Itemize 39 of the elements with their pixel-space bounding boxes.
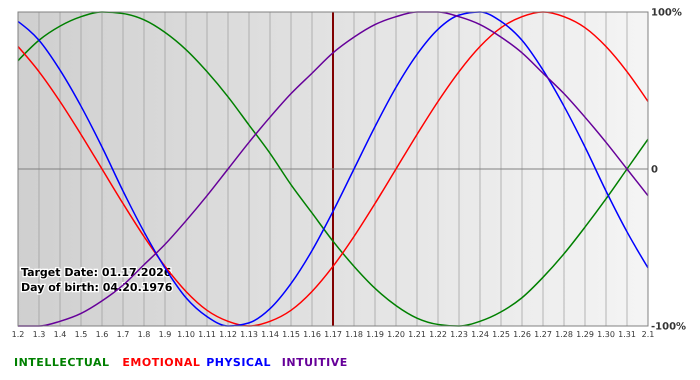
x-tick-label: 1.15 (282, 330, 300, 339)
y-tick-label: 0 (651, 164, 658, 176)
text: INTELLECTUAL (14, 356, 110, 369)
x-tick-label: 1.4 (54, 330, 66, 339)
x-tick-label: 1.11 (198, 330, 216, 339)
x-tick-label: 1.8 (138, 330, 150, 339)
x-tick-label: 1.25 (492, 330, 510, 339)
x-tick-label: 1.5 (74, 330, 88, 339)
x-tick-label: 1.2 (12, 330, 24, 339)
x-tick-label: 1.24 (471, 330, 489, 339)
x-tick-label: 1.12 (219, 330, 237, 339)
x-tick-label: 1.16 (303, 330, 321, 339)
x-tick-label: 1.19 (366, 330, 384, 339)
y-tick-label: 100% (651, 8, 682, 18)
x-tick-label: 1.14 (261, 330, 279, 339)
x-tick-label: 1.23 (450, 330, 468, 339)
text: INTUITIVE (282, 356, 348, 369)
x-tick-label: 1.21 (408, 330, 426, 339)
text: EMOTIONAL (122, 356, 200, 369)
x-tick-label: 1.13 (240, 330, 258, 339)
x-tick-label: 2.1 (642, 330, 654, 339)
y-tick-label: -100% (651, 322, 686, 332)
x-tick-label: 1.20 (387, 330, 405, 339)
x-tick-label: 1.26 (513, 330, 531, 339)
x-tick-label: 1.28 (555, 330, 573, 339)
x-tick-label: 1.3 (32, 330, 46, 339)
x-tick-label: 1.7 (116, 330, 130, 339)
text: PHYSICAL (206, 356, 272, 369)
line-series (17, 11, 649, 327)
x-tick-label: 1.18 (345, 330, 363, 339)
x-tick-label: 1.6 (96, 330, 108, 339)
x-tick-label: 1.31 (618, 330, 636, 339)
x-tick-label: 1.22 (429, 330, 447, 339)
x-tick-label: 1.9 (158, 330, 172, 339)
x-tick-label: 1.27 (534, 330, 552, 339)
x-tick-label: 1.29 (576, 330, 594, 339)
x-tick-label: 1.30 (597, 330, 615, 339)
x-tick-label: 1.17 (324, 330, 342, 339)
x-tick-label: 1.10 (177, 330, 195, 339)
